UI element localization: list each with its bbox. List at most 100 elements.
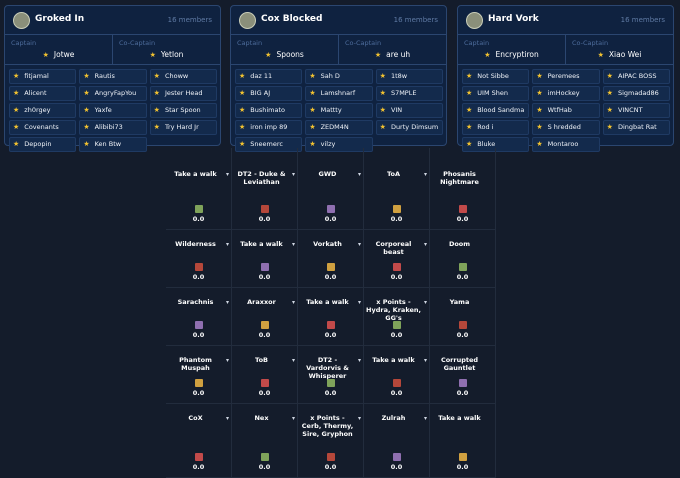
bingo-tile[interactable]: Take a walk ▾ 0.0 (364, 346, 430, 404)
tile-dropdown[interactable]: ▾ (357, 357, 361, 364)
bingo-tile[interactable]: ToA ▾ 0.0 (364, 148, 430, 230)
tile-dropdown[interactable]: ▾ (357, 415, 361, 422)
tile-value: 0.0 (324, 331, 337, 339)
member: ★ Mattty (305, 103, 373, 118)
bingo-tile[interactable]: Wilderness ▾ 0.0 (166, 230, 232, 288)
star-icon: ★ (466, 89, 473, 97)
captain-label: Captain (237, 39, 263, 47)
tile-value: 0.0 (390, 215, 403, 223)
bingo-tile[interactable]: Nex ▾ 0.0 (232, 404, 298, 478)
member-name: Star Spoon (164, 106, 201, 114)
member-name: Alicent (24, 89, 47, 97)
bingo-tile[interactable]: ToB ▾ 0.0 (232, 346, 298, 404)
member-name: Bushimato (250, 106, 286, 114)
bingo-tile[interactable]: Take a walk ▾ 0.0 (232, 230, 298, 288)
member-count: 16 members (393, 16, 438, 24)
captains: Captain ★ Jotwe Co-Captain ★ Yetlon (5, 35, 220, 65)
member-name: Dingbat Rat (617, 123, 657, 131)
bingo-tile[interactable]: DT2 - Vardorvis & Whisperer ▾ 0.0 (298, 346, 364, 404)
bingo-tile[interactable]: Take a walk 0.0 (430, 404, 496, 478)
bingo-tile[interactable]: GWD ▾ 0.0 (298, 148, 364, 230)
member: ★ Jester Head (149, 86, 217, 101)
bingo-tile[interactable]: Corrupted Gauntlet 0.0 (430, 346, 496, 404)
team-card[interactable]: Hard Vork 16 members Captain ★ Encryptiron Co… (457, 5, 674, 152)
bingo-tile[interactable]: CoX ▾ 0.0 (166, 404, 232, 478)
captain-label: Co-Captain (345, 39, 382, 47)
tile-icon (459, 379, 467, 387)
member: ★ Montaroo (532, 137, 600, 152)
member: ★ Sigmadad86 (602, 86, 670, 101)
bingo-tile[interactable]: Zulrah ▾ 0.0 (364, 404, 430, 478)
member-grid: ★ fitjamal ★ Rautis ★ Choww ★ Alicent ★ AngryFapY… (9, 69, 217, 152)
captain-name: ★ Xiao Wei (566, 50, 673, 59)
tile-dropdown[interactable]: ▾ (423, 171, 427, 178)
member-name: AIPAC BOSS (617, 72, 657, 80)
tile-value: 0.0 (390, 273, 403, 281)
tile-dropdown[interactable]: ▾ (291, 357, 295, 364)
captain-label: Co-Captain (572, 39, 609, 47)
tile-title: Corporeal beast (375, 240, 412, 256)
tile-dropdown[interactable]: ▾ (291, 415, 295, 422)
star-icon: ★ (309, 106, 316, 114)
member: ★ Ken Btw (79, 137, 147, 152)
tile-title: Yama (449, 298, 470, 306)
team-card[interactable]: Cox Blocked 16 members Captain ★ Spoons Co-Ca… (230, 5, 447, 152)
tile-icon (327, 263, 335, 271)
tile-title: GWD (318, 170, 337, 178)
member-name: Montaroo (547, 140, 579, 148)
tile-dropdown[interactable]: ▾ (225, 415, 229, 422)
tile-icon (261, 379, 269, 387)
star-icon: ★ (597, 51, 604, 59)
bingo-tile[interactable]: Vorkath ▾ 0.0 (298, 230, 364, 288)
member-name: WtfHab (547, 106, 572, 114)
tile-icon (195, 379, 203, 387)
bingo-tile[interactable]: Take a walk ▾ 0.0 (166, 148, 232, 230)
tile-dropdown[interactable]: ▾ (291, 241, 295, 248)
bingo-tile[interactable]: x Points - Hydra, Kraken, GG's ▾ 0.0 (364, 288, 430, 346)
tile-value: 0.0 (456, 331, 469, 339)
tile-title: Phantom Muspah (179, 356, 212, 372)
tile-dropdown[interactable]: ▾ (423, 241, 427, 248)
bingo-tile[interactable]: Phantom Muspah ▾ 0.0 (166, 346, 232, 404)
tile-dropdown[interactable]: ▾ (357, 171, 361, 178)
tile-dropdown[interactable]: ▾ (357, 241, 361, 248)
tile-dropdown[interactable]: ▾ (423, 357, 427, 364)
bingo-tile[interactable]: Yama 0.0 (430, 288, 496, 346)
tile-title: ToA (386, 170, 401, 178)
tile-dropdown[interactable]: ▾ (423, 415, 427, 422)
member: ★ Dingbat Rat (602, 120, 670, 135)
tile-icon (327, 379, 335, 387)
member: ★ Alicent (9, 86, 77, 101)
bingo-tile[interactable]: Corporeal beast ▾ 0.0 (364, 230, 430, 288)
tile-dropdown[interactable]: ▾ (357, 299, 361, 306)
tile-dropdown[interactable]: ▾ (291, 299, 295, 306)
tile-dropdown[interactable]: ▾ (225, 357, 229, 364)
bingo-tile[interactable]: x Points - Cerb, Thermy, Sire, Gryphon ▾ 0… (298, 404, 364, 478)
bingo-tile[interactable]: Doom 0.0 (430, 230, 496, 288)
tile-dropdown[interactable]: ▾ (225, 171, 229, 178)
tile-value: 0.0 (456, 463, 469, 471)
tile-dropdown[interactable]: ▾ (423, 299, 427, 306)
tile-icon (459, 205, 467, 213)
bingo-tile[interactable]: Phosanis Nightmare 0.0 (430, 148, 496, 230)
member-name: VIN (390, 106, 403, 114)
member: ★ Peremees (532, 69, 600, 84)
captain-name: ★ Encryptiron (458, 50, 565, 59)
member-name: Rod i (477, 123, 494, 131)
member: ★ Sah D (305, 69, 373, 84)
star-icon: ★ (379, 106, 386, 114)
name: are uh (386, 50, 411, 59)
team-card[interactable]: Groked In 16 members Captain ★ Jotwe Co-Capta… (4, 5, 221, 152)
bingo-tile[interactable]: Take a walk ▾ 0.0 (298, 288, 364, 346)
bingo-tile[interactable]: DT2 - Duke & Leviathan ▾ 0.0 (232, 148, 298, 230)
member: ★ Rautis (79, 69, 147, 84)
tile-title: Wilderness (175, 240, 216, 248)
tile-dropdown[interactable]: ▾ (225, 241, 229, 248)
bingo-tile[interactable]: Araxxor ▾ 0.0 (232, 288, 298, 346)
captain-name: ★ Spoons (231, 50, 338, 59)
bingo-tile[interactable]: Sarachnis ▾ 0.0 (166, 288, 232, 346)
tile-dropdown[interactable]: ▾ (291, 171, 295, 178)
member: ★ daz 11 (235, 69, 303, 84)
tile-dropdown[interactable]: ▾ (225, 299, 229, 306)
star-icon: ★ (83, 106, 90, 114)
